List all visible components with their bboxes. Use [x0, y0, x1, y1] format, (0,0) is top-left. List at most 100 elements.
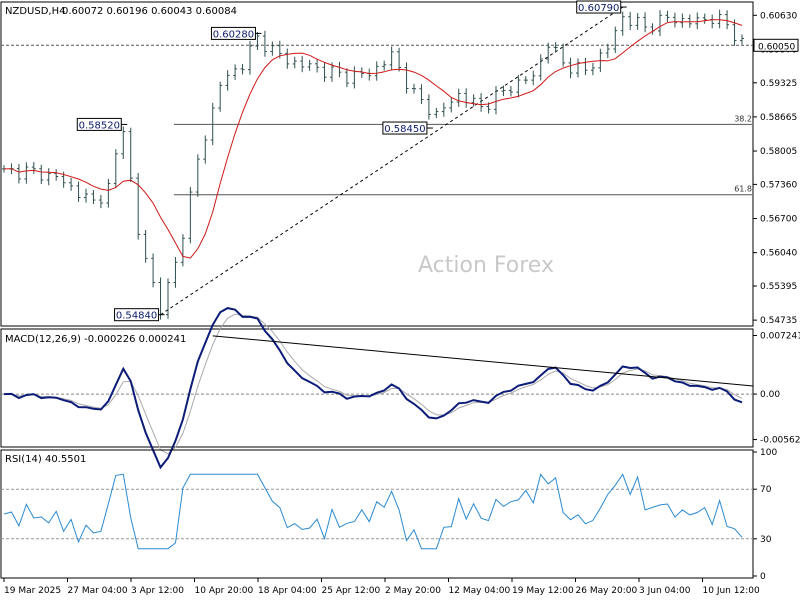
fib-level-label: 38.2: [734, 114, 752, 123]
candle: [538, 54, 543, 81]
support-trendline: [160, 6, 624, 316]
candle: [687, 14, 692, 28]
annotation-label: 0.58450: [384, 124, 425, 135]
rsi-tick-label: 100: [760, 448, 777, 458]
candle: [233, 64, 238, 80]
candle: [479, 93, 484, 112]
fib-level-label: 61.8: [734, 185, 752, 194]
candle: [270, 41, 275, 56]
candle: [46, 168, 51, 186]
candle: [665, 10, 670, 22]
candle: [672, 12, 677, 28]
candle: [136, 172, 141, 240]
candle: [113, 149, 118, 189]
time-tick-label: 19 May 12:00: [512, 586, 574, 596]
chart-header-symbol: NZDUSD,H4: [5, 6, 65, 17]
time-tick-label: 10 Jun 12:00: [703, 586, 760, 596]
candle: [740, 34, 744, 45]
rsi-tick-label: 30: [760, 535, 772, 545]
candle: [419, 84, 424, 105]
price-tick-label: 0.58665: [760, 113, 797, 123]
time-tick-label: 3 Apr 12:00: [131, 586, 184, 596]
candle: [501, 85, 506, 97]
candle: [151, 253, 156, 288]
annotation-label: 0.60790: [578, 3, 619, 14]
candle: [285, 48, 290, 69]
time-tick-label: 25 Apr 12:00: [322, 586, 381, 596]
candle: [180, 234, 185, 267]
annotation-box: [114, 308, 160, 322]
candle: [210, 102, 215, 146]
candle: [255, 31, 260, 51]
time-tick-label: 3 Jun 04:00: [639, 586, 691, 596]
candle: [166, 278, 170, 319]
candle: [516, 74, 521, 98]
rsi-panel: RSI(14) 40.5501 100 70 30 0: [0, 448, 777, 582]
candle: [531, 70, 536, 86]
candle: [426, 94, 431, 120]
price-tick-label: 0.57360: [760, 180, 797, 190]
candle: [590, 62, 595, 76]
fib-levels: 38.2 61.8: [1, 44, 753, 196]
candle: [262, 30, 267, 57]
price-tick-label: 0.56700: [760, 215, 797, 225]
candle: [307, 59, 312, 71]
rsi-line: [3, 473, 743, 550]
ma-line: [3, 19, 743, 259]
price-axis: 0.606300.599700.593250.586650.580050.573…: [753, 11, 799, 326]
annotation-box: [576, 0, 622, 14]
price-annotations: 0.60790 0.60280 0.58520 0.58450 0.54840: [76, 0, 627, 322]
current-price-box: [753, 38, 799, 52]
current-price-label: 0.60050: [758, 42, 795, 52]
price-trendline: [160, 6, 624, 316]
candle: [240, 64, 245, 75]
price-tick-label: 0.54735: [760, 316, 797, 326]
candle: [143, 229, 148, 263]
candle: [39, 164, 44, 185]
time-axis: 19 Mar 2025 27 Mar 04:00 3 Apr 12:00 10 Apr…: [3, 578, 760, 596]
macd-trendline: [212, 335, 754, 387]
candle: [173, 256, 178, 288]
candle: [658, 10, 662, 37]
annotation-box: [210, 26, 256, 40]
candle: [374, 61, 379, 81]
macd-tick-label: -0.005626: [760, 436, 800, 446]
candle: [404, 62, 409, 94]
candles: [2, 9, 744, 320]
candle: [695, 12, 700, 30]
time-tick-label: 10 Apr 20:00: [195, 586, 254, 596]
time-tick-label: 2 May 20:00: [385, 586, 441, 596]
candle: [613, 26, 618, 54]
candle: [523, 76, 528, 85]
candle: [322, 62, 327, 82]
candle: [76, 181, 81, 202]
candle: [225, 70, 230, 91]
candle: [248, 40, 252, 75]
candle: [434, 107, 439, 119]
candle: [568, 57, 573, 79]
candle: [725, 10, 730, 30]
candle: [54, 169, 59, 181]
candle: [546, 42, 551, 64]
candle: [441, 102, 446, 117]
candle: [628, 11, 633, 31]
candle: [16, 164, 21, 184]
macd-label: MACD(12,26,9) -0.000226 0.000241: [5, 334, 186, 345]
candle: [561, 43, 566, 67]
time-tick-label: 18 Apr 04:00: [258, 586, 317, 596]
candle: [203, 135, 208, 164]
rsi-tick-label: 70: [760, 485, 772, 495]
candle: [553, 42, 558, 53]
candle: [292, 56, 297, 69]
time-tick-label: 19 Mar 2025: [4, 586, 61, 596]
candle: [397, 47, 402, 72]
candle: [121, 126, 126, 159]
candle: [195, 154, 200, 197]
annotation-label: 0.60280: [213, 29, 254, 40]
candle: [382, 60, 387, 71]
candle: [98, 194, 103, 209]
macd-tick-label: 0.007241: [760, 332, 800, 342]
candle: [702, 13, 707, 24]
annotation-box: [382, 121, 428, 135]
